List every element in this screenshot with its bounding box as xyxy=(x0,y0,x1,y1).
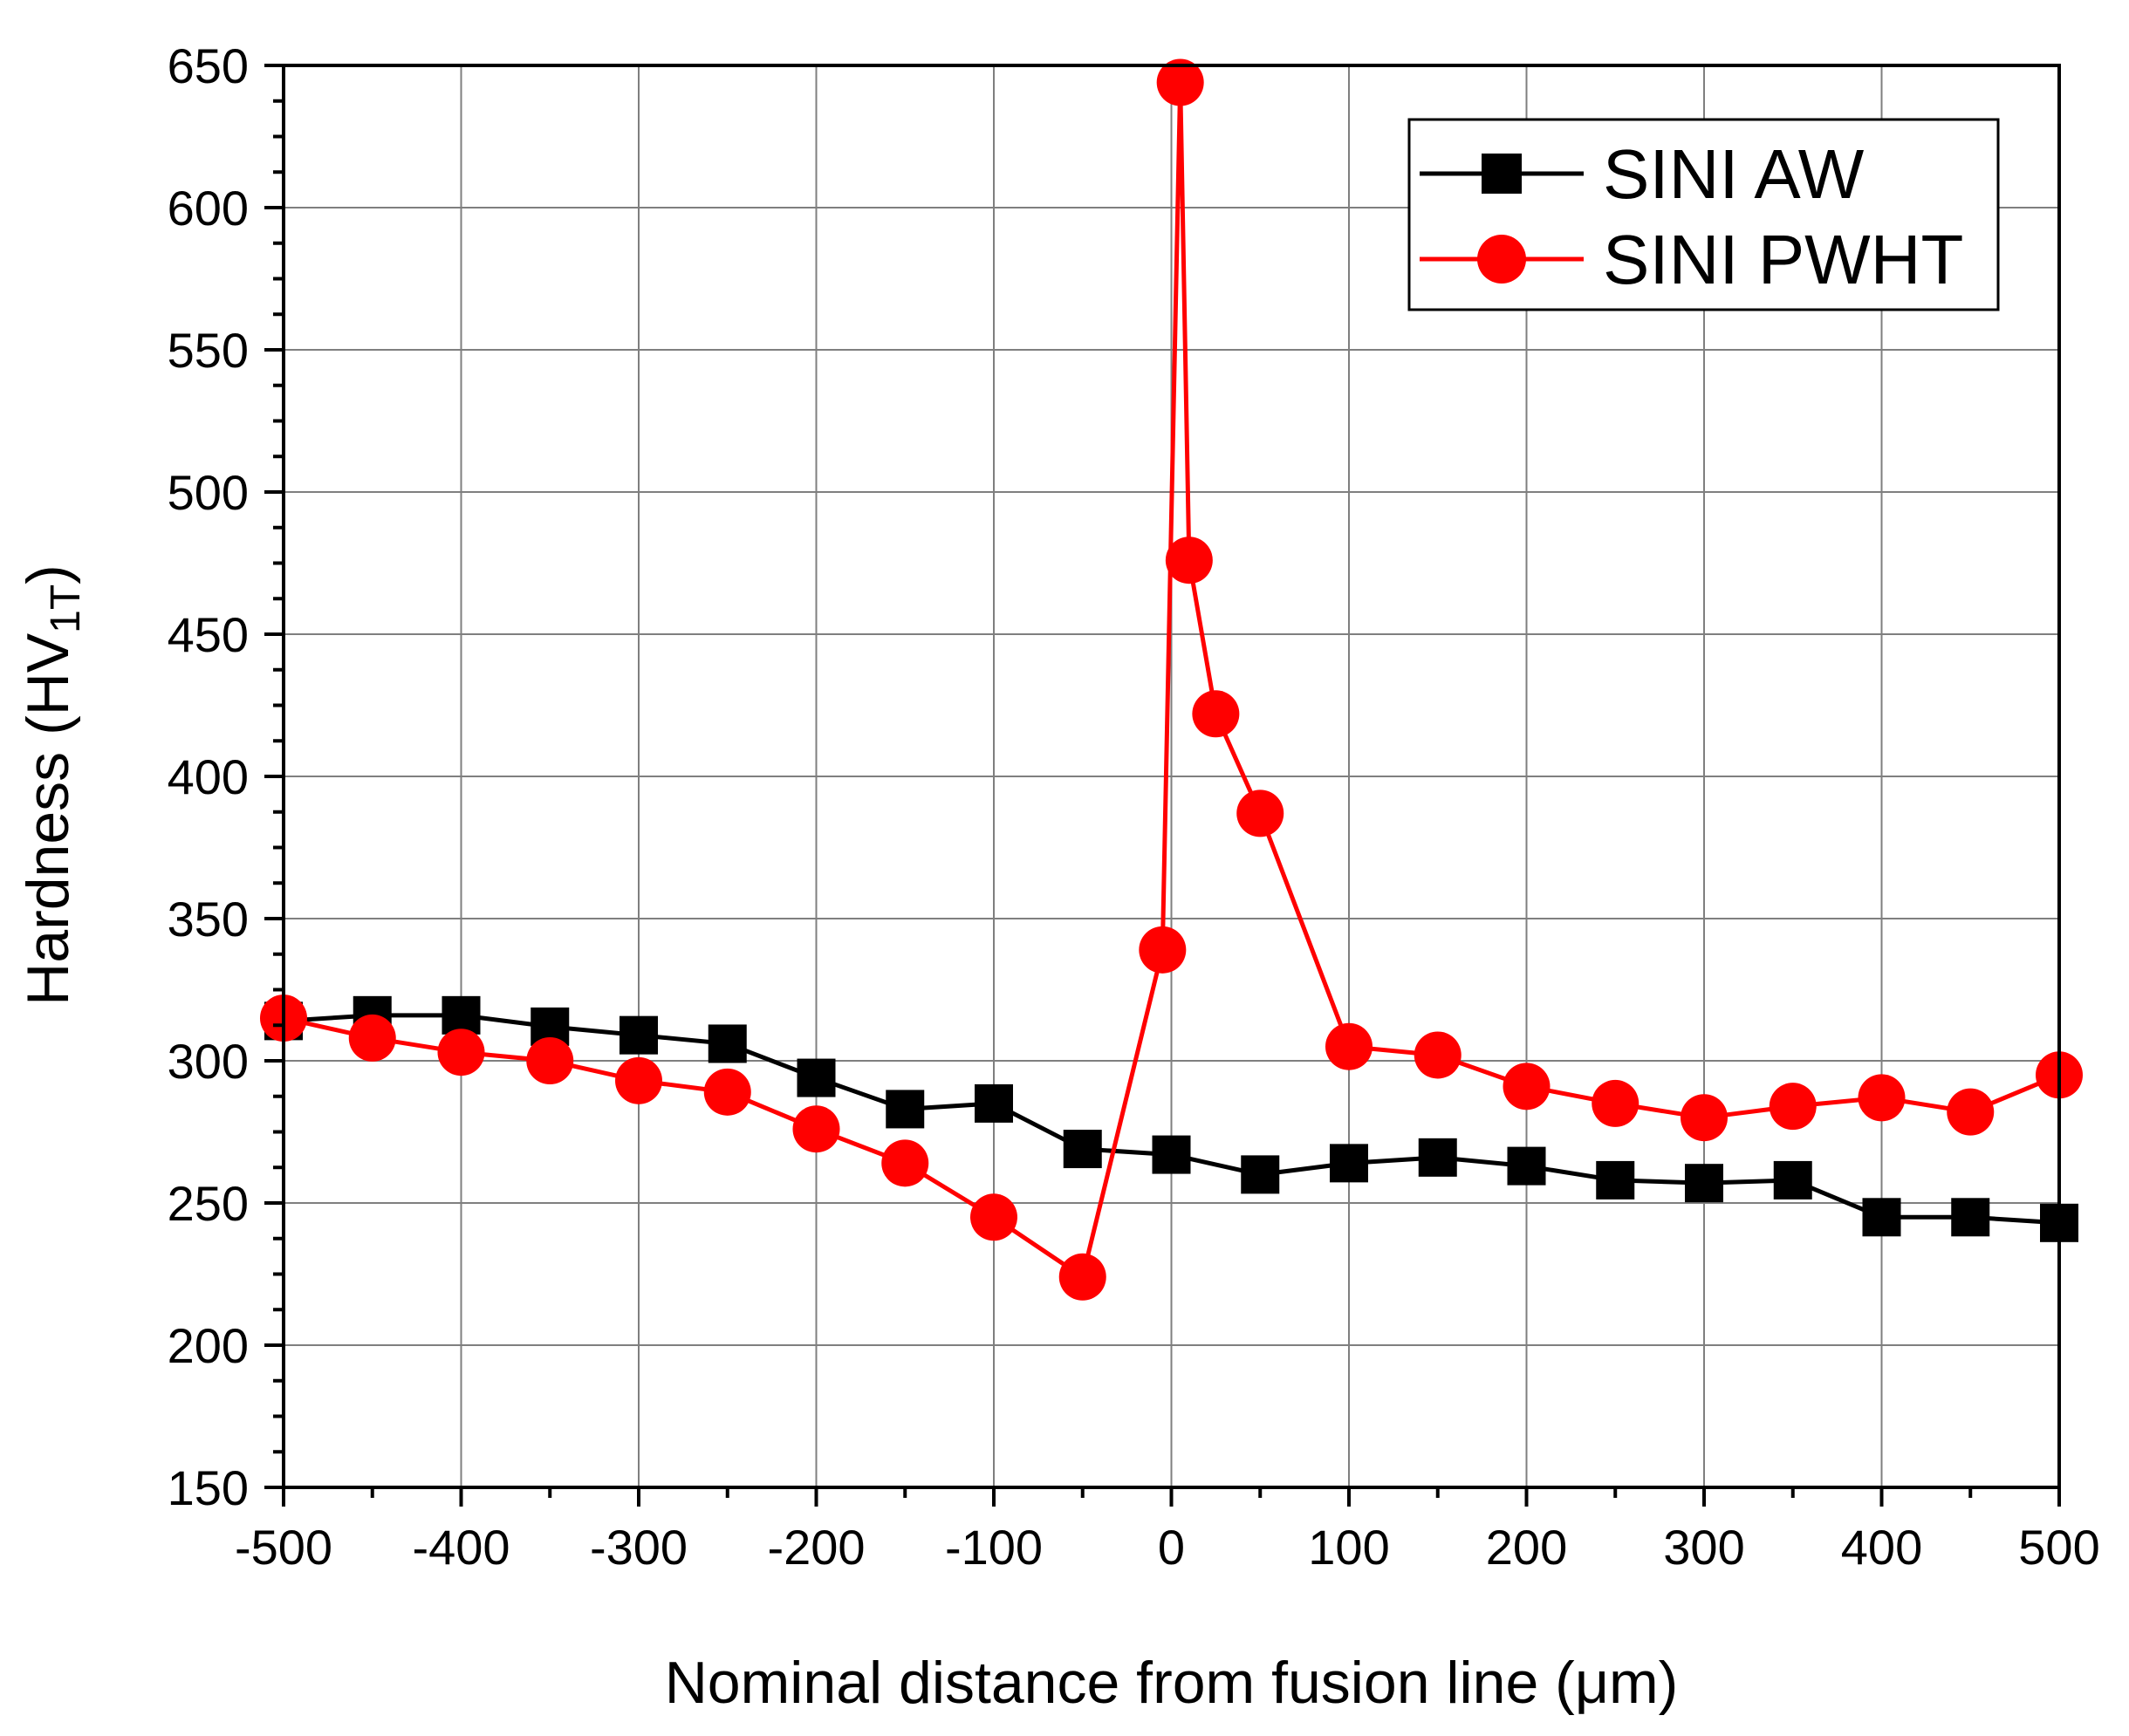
data-point xyxy=(1139,926,1187,974)
x-tick-label: 400 xyxy=(1841,1520,1922,1575)
x-axis-title: Nominal distance from fusion line (μm) xyxy=(665,1650,1679,1716)
y-tick-label: 150 xyxy=(168,1460,249,1515)
data-point xyxy=(1152,1135,1191,1174)
x-tick-label: -200 xyxy=(767,1520,865,1575)
data-point xyxy=(797,1058,836,1097)
legend-label: SINI AW xyxy=(1603,135,1865,213)
y-tick-label: 200 xyxy=(168,1318,249,1373)
axis-ticks xyxy=(264,64,2061,1507)
x-tick-label: 100 xyxy=(1308,1520,1389,1575)
x-tick-label: -400 xyxy=(412,1520,510,1575)
y-tick-label: 250 xyxy=(168,1176,249,1231)
data-point xyxy=(348,1014,396,1062)
y-axis-title: Hardness (HV1T) xyxy=(15,564,89,1006)
data-point xyxy=(1862,1198,1901,1237)
data-point xyxy=(1418,1138,1457,1177)
data-point xyxy=(442,995,481,1035)
legend: SINI AW SINI PWHT xyxy=(1407,118,2000,311)
data-point xyxy=(1773,1160,1812,1199)
x-tick-label: 300 xyxy=(1663,1520,1744,1575)
y-tick-label: 450 xyxy=(168,607,249,662)
data-point xyxy=(1330,1144,1368,1183)
data-point xyxy=(1951,1198,1990,1237)
data-point xyxy=(1592,1079,1640,1127)
data-point xyxy=(1192,690,1240,738)
data-point xyxy=(1507,1146,1546,1186)
data-point xyxy=(881,1139,929,1187)
legend-marker xyxy=(1477,235,1526,284)
y-tick-label: 400 xyxy=(168,749,249,804)
data-point xyxy=(1236,789,1284,837)
y-axis-title-close: ) xyxy=(15,564,81,584)
y-axis-title-main: Hardness (HV xyxy=(15,632,81,1006)
data-point xyxy=(1681,1094,1728,1142)
y-tick-label: 500 xyxy=(168,465,249,520)
data-point xyxy=(1596,1160,1635,1199)
data-point xyxy=(615,1056,662,1104)
data-point xyxy=(1769,1083,1817,1131)
y-axis-title-subscript: 1T xyxy=(43,584,89,633)
data-point xyxy=(437,1029,485,1076)
data-point xyxy=(1156,58,1204,106)
data-point xyxy=(526,1037,574,1084)
y-tick-label: 600 xyxy=(168,181,249,236)
data-point xyxy=(1947,1088,1995,1136)
data-point xyxy=(1058,1253,1106,1301)
x-tick-label: -100 xyxy=(945,1520,1043,1575)
y-tick-label: 650 xyxy=(168,38,249,93)
data-point xyxy=(975,1083,1013,1123)
x-tick-label: 500 xyxy=(2018,1520,2099,1575)
tick-labels: -500 -400 -300 -200 -100 0 100 200 300 400 500 150 2… xyxy=(168,38,2100,1575)
data-point xyxy=(1325,1022,1373,1070)
y-tick-label: 300 xyxy=(168,1034,249,1089)
data-point xyxy=(1241,1155,1280,1194)
data-point xyxy=(620,1015,658,1055)
y-tick-label: 550 xyxy=(168,323,249,378)
data-point xyxy=(708,1024,747,1063)
data-point xyxy=(970,1193,1017,1241)
data-point xyxy=(1063,1130,1102,1169)
x-tick-label: 0 xyxy=(1158,1520,1185,1575)
data-point xyxy=(886,1090,925,1129)
data-point xyxy=(1414,1031,1462,1079)
legend-marker xyxy=(1482,154,1522,194)
x-tick-label: 200 xyxy=(1486,1520,1567,1575)
data-point xyxy=(1165,537,1213,584)
data-point xyxy=(703,1068,751,1116)
series-layer xyxy=(260,58,2083,1301)
data-point xyxy=(1503,1063,1551,1111)
data-point xyxy=(1685,1164,1723,1203)
legend-label: SINI PWHT xyxy=(1603,221,1963,298)
series-sini-aw xyxy=(264,995,2078,1242)
data-point xyxy=(792,1105,840,1153)
y-tick-label: 350 xyxy=(168,892,249,947)
series-sini-pwht xyxy=(260,58,2083,1301)
x-tick-label: -300 xyxy=(590,1520,688,1575)
x-tick-label: -500 xyxy=(235,1520,332,1575)
data-point xyxy=(1858,1074,1906,1122)
